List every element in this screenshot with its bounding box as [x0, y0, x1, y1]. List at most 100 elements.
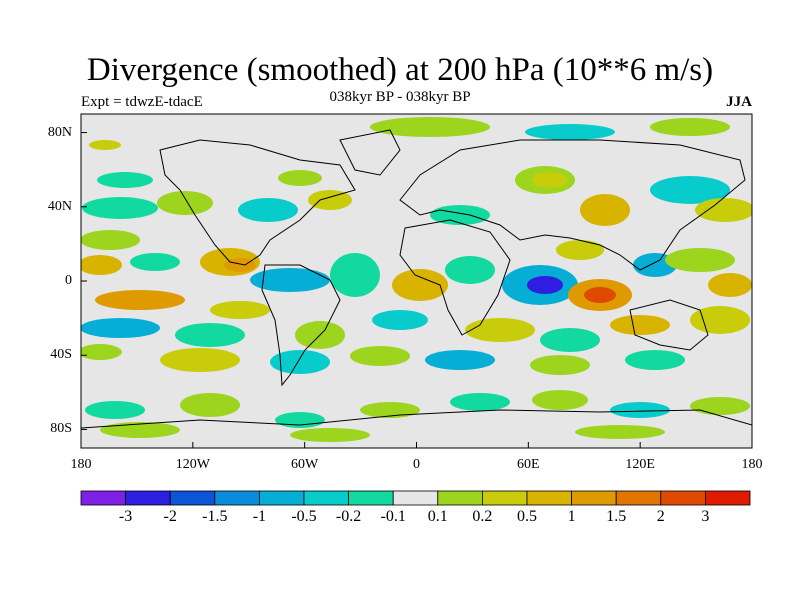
colorbar-box	[526, 490, 572, 506]
colorbar-label: -3	[118, 508, 133, 525]
coastline-south-america	[261, 264, 341, 387]
field-patch	[450, 393, 510, 411]
field-patch	[81, 230, 140, 250]
colorbar-label: 2	[656, 508, 665, 525]
colorbar-label: 1.5	[606, 508, 627, 525]
coastlines	[81, 129, 752, 429]
field-patch	[425, 350, 495, 370]
colorbar-label: -0.1	[380, 508, 406, 525]
field-patch	[360, 402, 420, 418]
chart-subtitle: 038kyr BP - 038kyr BP	[329, 89, 471, 105]
field-patch	[81, 255, 122, 275]
field-patch	[95, 290, 185, 310]
field-patch	[175, 323, 245, 347]
field-patch	[130, 253, 180, 271]
field-patch	[695, 198, 752, 222]
colorbar-box	[571, 490, 617, 506]
lat-tick-label: 40N	[47, 198, 72, 214]
field-patch	[81, 344, 122, 360]
lat-tick-label: 80S	[50, 421, 72, 437]
field-patch	[530, 355, 590, 375]
colorbar-label: -0.2	[335, 508, 362, 525]
field-patch	[610, 402, 670, 418]
field-patch	[465, 318, 535, 342]
coastline-europe-asia	[399, 139, 746, 271]
field-patch	[224, 258, 256, 272]
field-patch	[308, 190, 352, 210]
lat-tick-label: 0	[65, 273, 72, 288]
field-patch	[210, 301, 270, 319]
field-patch	[270, 350, 330, 374]
colorbar-label: 0.5	[517, 508, 537, 525]
colorbar-label: 1	[567, 508, 576, 525]
colorbar-label: 0.2	[472, 508, 493, 525]
colorbar-box	[80, 490, 126, 506]
lon-tick-label: 180	[741, 457, 763, 472]
divergence-field	[81, 117, 752, 442]
field-patch	[290, 428, 370, 442]
field-patch	[610, 315, 670, 335]
colorbar-boxes	[80, 490, 751, 506]
field-patch	[532, 390, 588, 410]
colorbar-box	[705, 490, 751, 506]
field-patch	[372, 310, 428, 330]
lon-tick-label: 60W	[291, 457, 319, 472]
lon-tick-label: 120W	[175, 457, 210, 472]
field-patch	[527, 276, 563, 294]
colorbar-box	[615, 490, 662, 506]
field-patch	[625, 350, 685, 370]
coastline-africa	[399, 219, 511, 336]
field-patch	[81, 318, 160, 338]
field-patch	[430, 205, 490, 225]
colorbar-box	[348, 490, 394, 506]
colorbar-box	[660, 490, 706, 506]
field-patch	[665, 248, 735, 272]
lon-tick-label: 60E	[517, 457, 540, 472]
field-patch	[392, 269, 448, 301]
field-patch	[278, 170, 322, 186]
field-patch	[250, 268, 330, 292]
field-patch	[97, 172, 153, 188]
field-patch	[85, 401, 145, 419]
lon-tick-label: 120E	[625, 457, 655, 472]
field-patch	[330, 253, 380, 297]
coastline-antarctica	[81, 409, 752, 429]
field-patch	[180, 393, 240, 417]
field-patch	[690, 397, 750, 415]
field-patch	[350, 346, 410, 366]
colorbar-label: -1	[252, 508, 267, 525]
field-patch	[575, 425, 665, 439]
field-patch	[532, 172, 568, 188]
field-patch	[708, 273, 752, 297]
chart-title: Divergence (smoothed) at 200 hPa (10**6 …	[86, 52, 714, 88]
colorbar-label: 0.1	[427, 508, 448, 525]
field-patch	[650, 118, 730, 136]
colorbar-box	[258, 490, 305, 506]
colorbar-label: 3	[701, 508, 710, 525]
coastline-australia	[629, 299, 709, 351]
colorbar-box	[169, 490, 216, 506]
field-patch	[160, 348, 240, 372]
lat-tick-label: 40S	[50, 347, 72, 363]
lat-tick-label: 80N	[47, 124, 72, 140]
field-patch	[157, 191, 213, 215]
field-patch	[650, 176, 730, 204]
field-patch	[370, 117, 490, 137]
colorbar-label: -1.5	[202, 508, 228, 525]
field-patch	[584, 287, 616, 303]
field-patch	[540, 328, 600, 352]
season-label: JJA	[726, 94, 752, 110]
axis-ticks	[80, 132, 753, 448]
colorbar-box	[303, 490, 349, 506]
colorbar-label: -0.5	[291, 508, 317, 525]
colorbar-box	[214, 490, 260, 506]
field-patch	[556, 240, 604, 260]
field-patch	[445, 256, 495, 284]
experiment-label: Expt = tdwzE-tdacE	[81, 94, 203, 110]
field-patch	[100, 422, 180, 438]
field-patch	[238, 198, 298, 222]
lon-tick-label: 0	[413, 457, 420, 472]
colorbar-label: -2	[163, 508, 177, 525]
